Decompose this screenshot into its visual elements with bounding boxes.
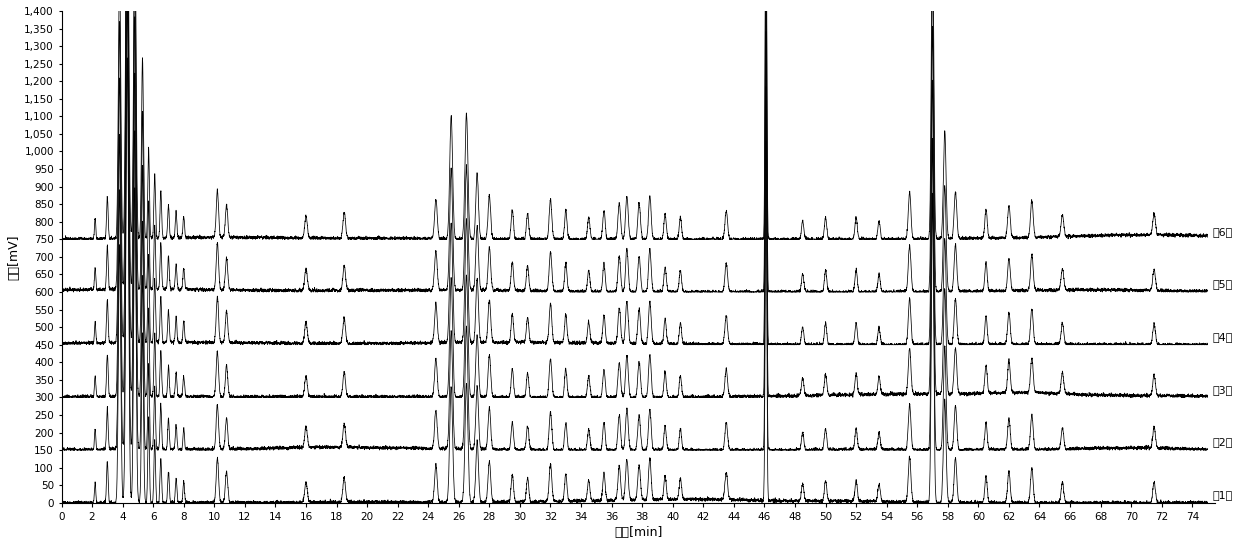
X-axis label: 时间[min]: 时间[min] — [614, 526, 662, 539]
Text: 第2次: 第2次 — [1213, 437, 1233, 447]
Text: 第6次: 第6次 — [1213, 227, 1233, 236]
Text: 第5次: 第5次 — [1213, 279, 1233, 289]
Y-axis label: 信号[mV]: 信号[mV] — [7, 234, 20, 280]
Text: 第4次: 第4次 — [1213, 332, 1233, 342]
Text: 第3次: 第3次 — [1213, 384, 1233, 395]
Text: 第1次: 第1次 — [1213, 490, 1233, 500]
